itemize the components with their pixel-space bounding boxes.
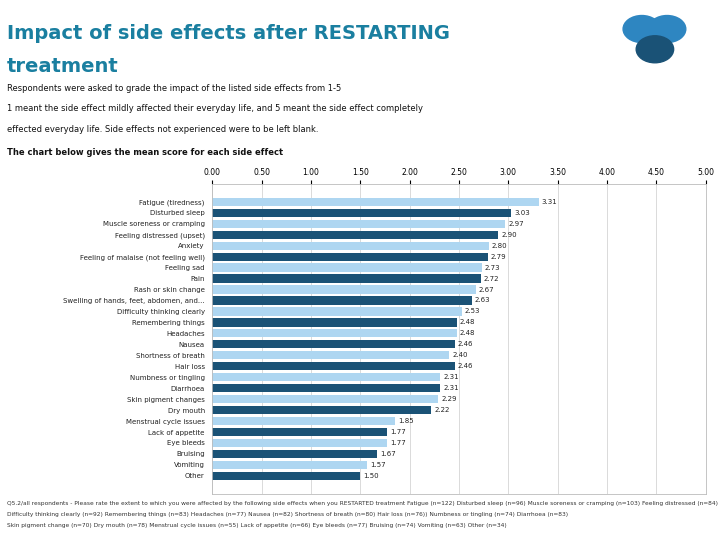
Bar (212, 286, 476, 294)
Bar (212, 296, 472, 305)
Text: 2.72: 2.72 (484, 275, 499, 281)
Text: 1.67: 1.67 (380, 451, 396, 457)
Bar (212, 340, 455, 348)
Bar (212, 198, 539, 206)
Bar (212, 406, 431, 414)
Text: 1.50: 1.50 (364, 473, 379, 479)
Bar (212, 231, 498, 239)
Text: 3.31: 3.31 (542, 199, 557, 205)
Text: treatment: treatment (7, 57, 119, 76)
Bar (212, 461, 367, 469)
Text: 2.48: 2.48 (460, 330, 475, 336)
Text: 2.46: 2.46 (458, 341, 474, 347)
Bar (212, 450, 377, 458)
Text: 2.31: 2.31 (444, 374, 459, 380)
Bar (212, 439, 387, 447)
Text: 1.77: 1.77 (390, 429, 405, 435)
Bar (212, 428, 387, 436)
Bar (212, 253, 487, 261)
Text: Respondents were asked to grade the impact of the listed side effects from 1-5: Respondents were asked to grade the impa… (7, 84, 341, 93)
Text: 1.85: 1.85 (398, 418, 413, 424)
Bar (212, 351, 449, 360)
Bar (212, 373, 440, 381)
Text: 2.67: 2.67 (479, 287, 495, 293)
Text: effected everyday life. Side effects not experienced were to be left blank.: effected everyday life. Side effects not… (7, 125, 319, 134)
Text: 2.97: 2.97 (508, 221, 524, 227)
Bar (212, 472, 361, 480)
Circle shape (649, 16, 686, 43)
Text: Impact of side effects after RESTARTING: Impact of side effects after RESTARTING (7, 24, 450, 43)
Text: 2.46: 2.46 (458, 363, 474, 369)
Bar (212, 417, 395, 425)
Text: Skin pigment change (n=70) Dry mouth (n=78) Menstrual cycle issues (n=55) Lack o: Skin pigment change (n=70) Dry mouth (n=… (7, 523, 507, 528)
Text: 2.22: 2.22 (434, 407, 450, 413)
Text: 1.77: 1.77 (390, 440, 405, 446)
Bar (212, 307, 462, 315)
Bar (212, 362, 455, 370)
Text: 3.03: 3.03 (514, 210, 530, 216)
Bar (212, 241, 489, 250)
Text: 1.57: 1.57 (370, 462, 386, 468)
Text: 2.90: 2.90 (501, 232, 517, 238)
Bar (212, 208, 511, 217)
Text: The chart below gives the mean score for each side effect: The chart below gives the mean score for… (7, 148, 284, 157)
Text: Difficulty thinking clearly (n=92) Remembering things (n=83) Headaches (n=77) Na: Difficulty thinking clearly (n=92) Remem… (7, 512, 568, 517)
Text: 2.80: 2.80 (492, 242, 507, 249)
Bar (212, 384, 440, 392)
Circle shape (623, 16, 660, 43)
Text: 2.63: 2.63 (474, 298, 490, 303)
Text: 1 meant the side effect mildly affected their everyday life, and 5 meant the sid: 1 meant the side effect mildly affected … (7, 104, 423, 113)
Bar (212, 264, 482, 272)
Text: 2.40: 2.40 (452, 352, 467, 359)
Bar (212, 274, 481, 282)
Bar (212, 395, 438, 403)
Bar (212, 329, 457, 338)
Text: 2.48: 2.48 (460, 319, 475, 326)
Bar (212, 220, 505, 228)
Text: 2.29: 2.29 (441, 396, 456, 402)
Text: CMLAdvocatesNetwork: CMLAdvocatesNetwork (642, 65, 683, 70)
Bar (212, 318, 457, 327)
Text: 2.79: 2.79 (490, 254, 506, 260)
Text: 2.73: 2.73 (485, 265, 500, 271)
Text: 2.53: 2.53 (465, 308, 480, 314)
Text: 2.31: 2.31 (444, 385, 459, 391)
Text: Q5.2/all respondents - Please rate the extent to which you were affected by the : Q5.2/all respondents - Please rate the e… (7, 501, 720, 506)
Circle shape (636, 36, 674, 63)
